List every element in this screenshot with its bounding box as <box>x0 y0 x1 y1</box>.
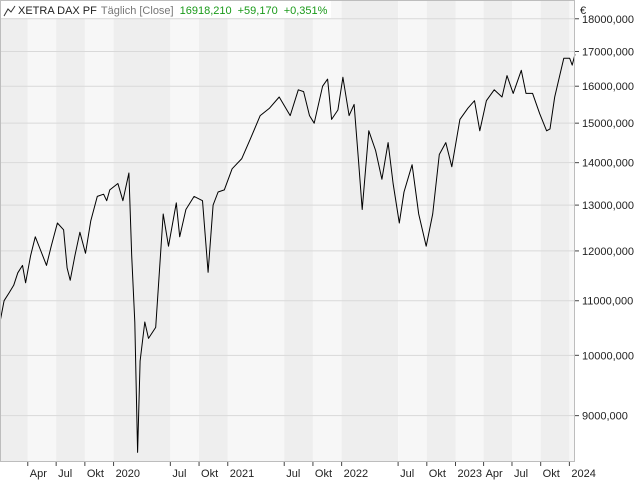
x-tick-label: 2024 <box>571 468 595 480</box>
x-tick-label: Okt <box>87 468 104 480</box>
background-band <box>398 0 427 462</box>
background-band <box>27 0 57 462</box>
background-band <box>341 0 399 462</box>
background-band <box>426 0 456 462</box>
x-tick-label: 2021 <box>230 468 254 480</box>
x-tick-label: Jul <box>172 468 186 480</box>
background-band <box>56 0 85 462</box>
plot-area-border <box>0 0 575 462</box>
instrument-name: XETRA DAX PF <box>18 5 97 17</box>
x-tick-label: Okt <box>201 468 218 480</box>
chart-header: XETRA DAX PF Täglich [Close] 16918,210 +59,… <box>1 1 331 18</box>
y-tick-label: 12000,000 <box>582 246 634 258</box>
background-band <box>511 0 541 462</box>
x-tick-label: Okt <box>315 468 332 480</box>
y-tick-label: 18000,000 <box>582 14 634 26</box>
background-band <box>540 0 570 462</box>
background-band <box>227 0 285 462</box>
header-background <box>1 1 331 18</box>
background-band <box>569 0 575 462</box>
plot-background-bands <box>0 0 575 462</box>
last-price: 16918,210 <box>180 5 232 17</box>
price-change: +59,170 <box>238 5 278 17</box>
background-band <box>170 0 200 462</box>
x-tick-label: Apr <box>486 468 503 480</box>
y-tick-label: 9000,000 <box>582 411 628 423</box>
y-tick-label: 11000,000 <box>582 296 633 308</box>
x-tick-label: Jul <box>514 468 528 480</box>
price-change-percent: +0,351% <box>284 5 328 17</box>
x-tick-label: 2020 <box>116 468 140 480</box>
x-tick-label: 2022 <box>344 468 368 480</box>
background-band <box>312 0 342 462</box>
background-band <box>113 0 171 462</box>
background-band <box>84 0 114 462</box>
background-band <box>455 0 484 462</box>
x-tick-label: Okt <box>543 468 560 480</box>
x-tick-label: Jul <box>286 468 300 480</box>
x-tick-label: Jul <box>400 468 414 480</box>
y-tick-label: 13000,000 <box>582 200 634 212</box>
horizontal-gridlines <box>0 18 575 417</box>
price-line <box>0 54 576 453</box>
y-tick-label: 15000,000 <box>582 118 634 130</box>
y-tick-label: 17000,000 <box>582 47 634 59</box>
x-tick-label: Okt <box>429 468 446 480</box>
price-series <box>0 54 576 453</box>
background-band <box>284 0 313 462</box>
interval-label: Täglich [Close] <box>101 5 174 17</box>
x-tick-label: Apr <box>30 468 47 480</box>
y-tick-label: 16000,000 <box>582 81 634 93</box>
background-band <box>483 0 512 462</box>
background-band <box>199 0 228 462</box>
y-axis: 9000,000 10000,000 11000,000 12000,000 13000… <box>575 14 634 423</box>
x-axis: Apr Jul Okt 2020 Jul Okt 2021 Jul Okt 2022 Jul Okt 2… <box>27 462 596 480</box>
currency-symbol: € <box>580 5 586 17</box>
background-band <box>0 0 28 462</box>
line-chart-icon <box>3 5 16 17</box>
x-tick-label: Jul <box>58 468 72 480</box>
x-tick-label: 2023 <box>458 468 482 480</box>
y-tick-label: 10000,000 <box>582 350 634 362</box>
y-tick-label: 14000,000 <box>582 158 634 170</box>
